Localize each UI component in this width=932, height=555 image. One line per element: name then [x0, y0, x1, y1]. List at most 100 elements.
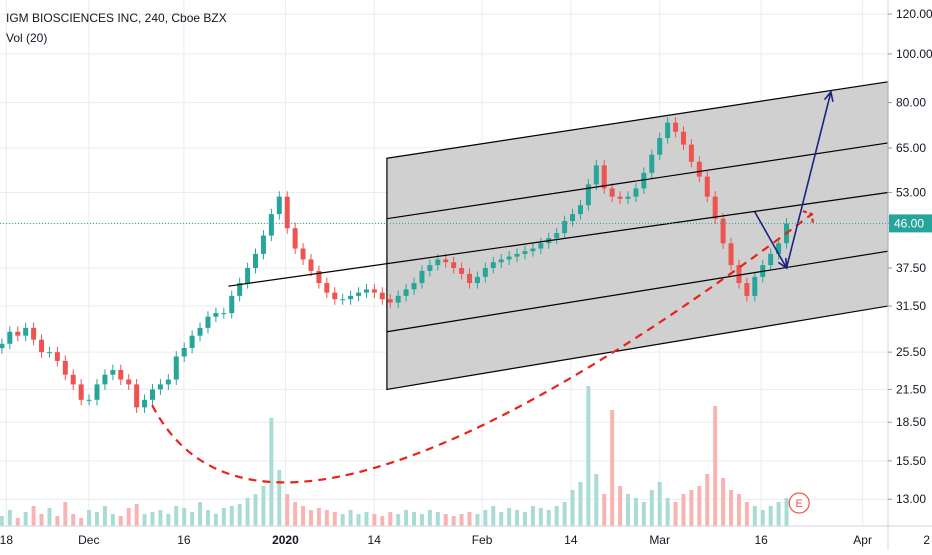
volume-bar [182, 508, 187, 526]
volume-bar [451, 516, 456, 526]
candle-body [387, 299, 393, 303]
candle-body [744, 283, 750, 296]
volume-bar [633, 498, 638, 526]
candle-body [7, 331, 13, 344]
volume-bar [308, 510, 313, 526]
volume-bar [7, 510, 12, 526]
volume-indicator-label[interactable]: Vol (20) [6, 31, 48, 45]
volume-bar [507, 508, 512, 526]
candle-body [221, 313, 227, 315]
volume-bar [166, 514, 171, 526]
candle-body [205, 316, 211, 328]
volume-bar [404, 510, 409, 526]
volume-bar [435, 512, 440, 526]
volume-bar [776, 502, 781, 526]
volume-bar [102, 506, 107, 526]
volume-bar [475, 514, 480, 526]
last-price-label: 46.00 [894, 216, 924, 230]
volume-bar [110, 514, 115, 526]
price-tick-label: 31.50 [896, 299, 926, 313]
volume-bar [530, 506, 535, 526]
volume-bar [150, 512, 155, 526]
price-tick-label: 13.00 [896, 492, 926, 506]
candle-body [46, 352, 52, 354]
candle-body [641, 172, 647, 189]
candle-body [728, 243, 734, 266]
candle-body [680, 131, 686, 145]
candle-body [688, 144, 694, 162]
volume-bar [705, 474, 710, 526]
candle-body [253, 253, 259, 268]
chart-legend: IGM BIOSCIENCES INC, 240, Cboe BZX Vol (… [6, 8, 227, 48]
candle-body [316, 270, 322, 284]
candle-body [609, 188, 615, 197]
candle-body [213, 313, 219, 317]
price-tick-label: 53.00 [896, 185, 926, 199]
volume-bar [697, 486, 702, 526]
time-tick-label: Dec [78, 533, 99, 547]
candle-body [506, 256, 512, 260]
volume-bar [364, 512, 369, 526]
volume-bar [491, 506, 496, 526]
candle-body [348, 295, 354, 300]
candle-body [577, 205, 583, 215]
candle-body [752, 276, 758, 296]
candle-body [23, 327, 29, 336]
candle-body [482, 267, 488, 277]
candle-body [554, 233, 560, 239]
volume-bar [198, 502, 203, 526]
candle-body [237, 283, 243, 296]
candle-body [15, 331, 21, 336]
candle-body [324, 283, 330, 293]
candle-body [245, 267, 251, 284]
time-tick-label: 14 [564, 533, 578, 547]
candle-body [102, 374, 108, 385]
volume-bar [174, 506, 179, 526]
volume-bar [665, 498, 670, 526]
candle-body [673, 122, 679, 132]
candle-body [189, 335, 195, 348]
volume-bar [324, 510, 329, 526]
candle-body [157, 384, 163, 390]
volume-bar [657, 482, 662, 526]
volume-bar [483, 510, 488, 526]
volume-bar [221, 508, 226, 526]
candle-body [720, 218, 726, 244]
volume-bar [372, 514, 377, 526]
candle-body [395, 295, 401, 303]
symbol-title[interactable]: IGM BIOSCIENCES INC, 240, Cboe BZX [6, 11, 227, 25]
candle-body [419, 270, 425, 284]
channel-drawing[interactable] [386, 81, 889, 391]
volume-bar [31, 506, 36, 526]
parallel-channel-fill [386, 81, 889, 391]
volume-bar [237, 504, 242, 526]
time-tick-label: 2 [923, 533, 930, 547]
arrow-line [754, 211, 788, 269]
volume-bar [586, 386, 591, 526]
candle-body [490, 262, 496, 268]
candle-body [62, 360, 68, 375]
drawing-tools[interactable] [151, 90, 889, 484]
candle-body [427, 265, 433, 271]
candle-body [39, 339, 45, 353]
volume-bar [190, 512, 195, 526]
volume-bar [332, 512, 337, 526]
candle-body [704, 176, 710, 197]
volume-bar [15, 518, 20, 526]
volume-bar [427, 510, 432, 526]
candle-body [562, 221, 568, 234]
candle-body [300, 248, 306, 260]
candle-body [54, 352, 60, 361]
volume-bar [673, 502, 678, 526]
volume-bar [285, 494, 290, 526]
candle-body [78, 384, 84, 400]
volume-bar [562, 502, 567, 526]
price-tick-label: 80.00 [896, 96, 926, 110]
volume-bar [602, 494, 607, 526]
volume-bar [23, 512, 28, 526]
volume-bar [261, 486, 266, 526]
volume-bar [578, 482, 583, 526]
